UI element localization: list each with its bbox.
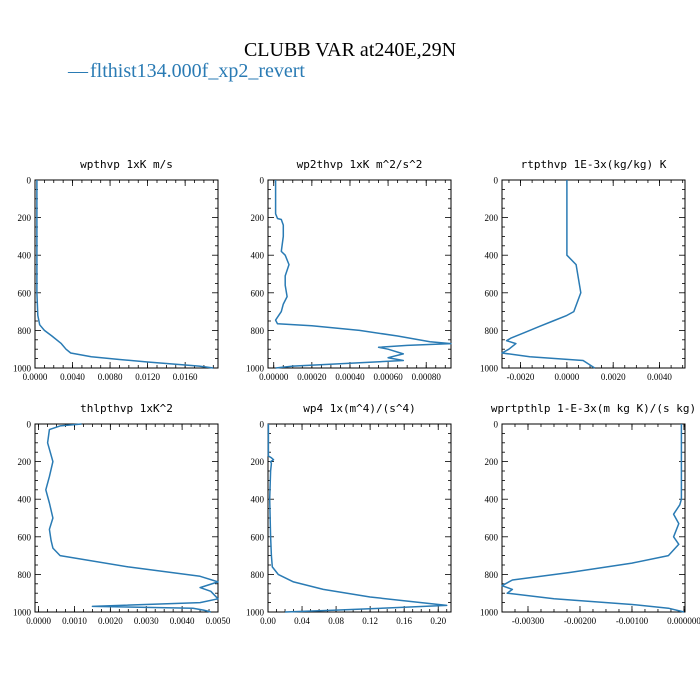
x-tick-label: 0.0020 bbox=[601, 372, 626, 382]
x-tick-label: 0.0050 bbox=[206, 616, 231, 626]
y-tick-label: 0 bbox=[260, 420, 265, 430]
y-tick-label: 400 bbox=[251, 495, 265, 505]
series-line bbox=[36, 180, 214, 369]
y-tick-label: 600 bbox=[18, 532, 32, 542]
x-tick-label: 0.00060 bbox=[373, 372, 403, 382]
x-tick-label: -0.00200 bbox=[564, 616, 597, 626]
y-tick-label: 200 bbox=[485, 457, 499, 467]
x-tick-label: -0.00300 bbox=[512, 616, 545, 626]
plot-frame bbox=[267, 423, 452, 613]
x-tick-label: 0.16 bbox=[396, 616, 412, 626]
plot-frame bbox=[501, 179, 686, 369]
x-tick-label: 0.0040 bbox=[60, 372, 85, 382]
plot-frame bbox=[34, 423, 219, 613]
y-tick-label: 200 bbox=[18, 457, 32, 467]
x-tick-label: 0.00040 bbox=[335, 372, 365, 382]
x-tick-label: 0.12 bbox=[362, 616, 378, 626]
y-tick-label: 800 bbox=[251, 570, 265, 580]
y-tick-label: 400 bbox=[485, 251, 499, 261]
panel-title: wprtpthlp 1-E-3x(m kg K)/(s kg) bbox=[491, 402, 696, 415]
figure-title: CLUBB VAR at240E,29N bbox=[244, 39, 456, 61]
y-tick-label: 0 bbox=[494, 176, 499, 186]
x-tick-label: 0.0000 bbox=[23, 372, 48, 382]
y-tick-label: 600 bbox=[485, 532, 499, 542]
y-tick-label: 0 bbox=[27, 176, 32, 186]
y-tick-label: 400 bbox=[18, 251, 32, 261]
y-tick-label: 600 bbox=[251, 288, 265, 298]
y-tick-label: 1000 bbox=[480, 608, 499, 618]
y-tick-label: 800 bbox=[485, 570, 499, 580]
panel-title: thlpthvp 1xK^2 bbox=[80, 402, 173, 415]
y-tick-label: 1000 bbox=[246, 608, 265, 618]
y-tick-label: 800 bbox=[18, 570, 32, 580]
panel-title: wpthvp 1xK m/s bbox=[80, 158, 173, 171]
y-tick-label: 1000 bbox=[13, 608, 32, 618]
y-tick-label: 600 bbox=[18, 288, 32, 298]
x-tick-label: 0.0040 bbox=[647, 372, 672, 382]
x-tick-label: 0.0080 bbox=[98, 372, 123, 382]
legend: — flthist134.000f_xp2_revert bbox=[67, 60, 305, 82]
y-tick-label: 800 bbox=[485, 326, 499, 336]
x-tick-label: 0.0120 bbox=[135, 372, 160, 382]
panel-title: wp4 1x(m^4)/(s^4) bbox=[303, 402, 416, 415]
x-tick-label: 0.00000 bbox=[259, 372, 289, 382]
y-tick-label: 800 bbox=[18, 326, 32, 336]
x-tick-label: -0.00100 bbox=[616, 616, 649, 626]
y-tick-label: 400 bbox=[251, 251, 265, 261]
x-tick-label: 0.0030 bbox=[134, 616, 159, 626]
x-tick-label: 0.000000 bbox=[667, 616, 700, 626]
y-tick-label: 1000 bbox=[13, 364, 32, 374]
y-tick-label: 0 bbox=[260, 176, 265, 186]
x-tick-label: 0.00 bbox=[260, 616, 276, 626]
y-tick-label: 400 bbox=[18, 495, 32, 505]
x-tick-label: 0.08 bbox=[328, 616, 344, 626]
x-tick-label: 0.0160 bbox=[173, 372, 198, 382]
x-tick-label: 0.00020 bbox=[297, 372, 327, 382]
y-tick-label: 1000 bbox=[480, 364, 499, 374]
panel-2: wp2thvp 1xK m^2/s^2020040060080010000.00… bbox=[246, 158, 452, 382]
panel-6: wprtpthlp 1-E-3x(m kg K)/(s kg) 0 200 400 60… bbox=[480, 402, 700, 626]
y-tick-label: 800 bbox=[251, 326, 265, 336]
series-line bbox=[267, 424, 448, 613]
y-tick-label: 400 bbox=[485, 495, 499, 505]
y-tick-label: 200 bbox=[485, 213, 499, 223]
y-tick-label: 600 bbox=[251, 532, 265, 542]
x-tick-label: 0.00080 bbox=[412, 372, 442, 382]
x-tick-label: 0.04 bbox=[294, 616, 310, 626]
series-line bbox=[501, 180, 596, 369]
x-tick-label: 0.0000 bbox=[26, 616, 51, 626]
y-tick-label: 200 bbox=[18, 213, 32, 223]
x-tick-label: 0.0000 bbox=[554, 372, 579, 382]
plot-frame bbox=[34, 179, 219, 369]
x-tick-label: 0.0020 bbox=[98, 616, 123, 626]
x-tick-label: 0.20 bbox=[430, 616, 446, 626]
y-tick-label: 0 bbox=[27, 420, 32, 430]
panel-title: wp2thvp 1xK m^2/s^2 bbox=[297, 158, 423, 171]
y-tick-label: 200 bbox=[251, 457, 265, 467]
x-tick-label: 0.0010 bbox=[62, 616, 87, 626]
legend-marker: — bbox=[67, 60, 89, 82]
series-line bbox=[45, 423, 219, 613]
panel-title: rtpthvp 1E-3x(kg/kg) K bbox=[521, 158, 667, 171]
plot-frame bbox=[267, 179, 452, 369]
x-tick-label: -0.0020 bbox=[507, 372, 535, 382]
plot-frame bbox=[501, 423, 686, 613]
legend-label: flthist134.000f_xp2_revert bbox=[90, 60, 305, 82]
y-tick-label: 1000 bbox=[246, 364, 265, 374]
y-tick-label: 600 bbox=[485, 288, 499, 298]
x-tick-label: 0.0040 bbox=[170, 616, 195, 626]
panel-3: rtpthvp 1E-3x(kg/kg) K 0 200 400 600 800 1000-… bbox=[480, 158, 686, 382]
y-tick-label: 0 bbox=[494, 420, 499, 430]
y-tick-label: 200 bbox=[251, 213, 265, 223]
series-line bbox=[501, 424, 685, 613]
series-line bbox=[274, 180, 452, 369]
